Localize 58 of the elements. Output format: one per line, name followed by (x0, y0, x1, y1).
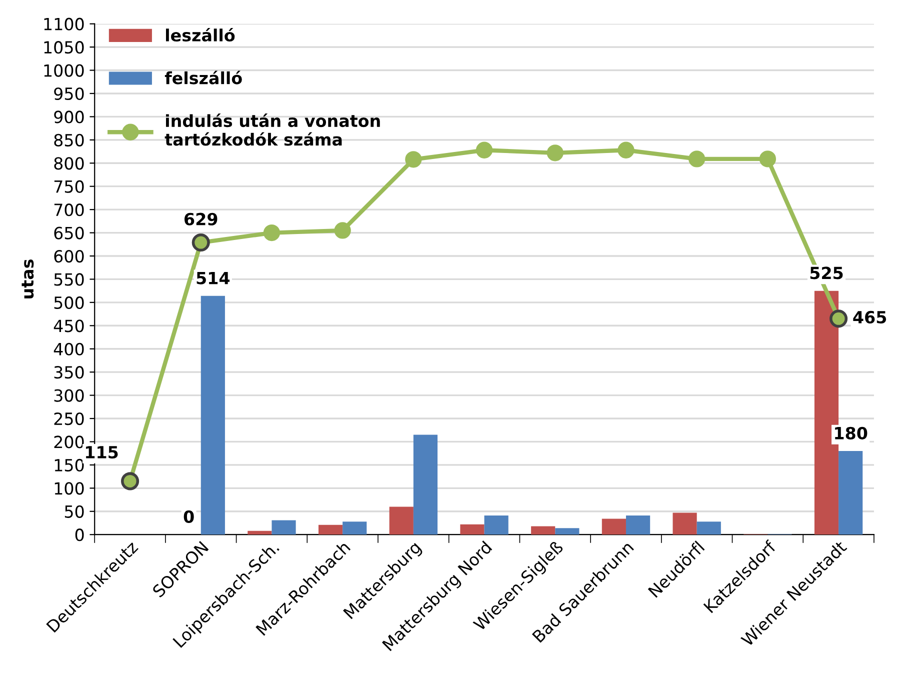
bar (413, 434, 438, 535)
bar (460, 524, 484, 535)
y-tick-label: 350 (54, 366, 84, 379)
legend-label: indulás után a vonaton tartózkodók száma (164, 114, 380, 146)
y-tick-label: 0 (75, 528, 84, 542)
point (618, 142, 634, 158)
legend-label: leszálló (166, 28, 235, 42)
point (405, 151, 422, 168)
y-tick-label: 550 (54, 273, 84, 286)
y-tick-label: 300 (54, 389, 84, 402)
y-tick-label: 1050 (44, 41, 84, 54)
bar (389, 506, 414, 535)
y-tick-label: 900 (54, 110, 84, 124)
y-tick-label: 150 (54, 458, 84, 472)
bar (272, 520, 296, 535)
bar (531, 526, 556, 535)
data-label: 514 (196, 272, 230, 284)
y-axis-title: utas (22, 260, 34, 298)
y-tick-label: 50 (64, 505, 84, 518)
point (759, 150, 776, 168)
y-tick-label: 250 (54, 412, 84, 426)
data-label: 115 (86, 446, 118, 459)
bar (484, 516, 508, 535)
data-label: 629 (184, 212, 218, 226)
bar (838, 451, 863, 535)
y-tick-label: 700 (54, 204, 84, 216)
data-label: 465 (853, 310, 886, 324)
data-label: 180 (835, 426, 868, 440)
data-label: 0 (184, 510, 194, 524)
point (546, 144, 564, 162)
y-tick-label: 950 (54, 87, 84, 100)
y-tick-label: 500 (54, 296, 84, 309)
bar (555, 528, 580, 535)
y-tick-label: 450 (54, 320, 84, 332)
y-tick-label: 800 (54, 157, 84, 170)
bar (626, 516, 650, 535)
y-tick-label: 1100 (44, 18, 84, 30)
bar (342, 522, 367, 535)
bar (602, 518, 626, 535)
legend-label: felszálló (164, 70, 242, 84)
point (476, 142, 493, 158)
data-label: 525 (810, 266, 843, 280)
bar (696, 522, 721, 535)
y-tick-label: 850 (54, 134, 84, 146)
y-tick-label: 100 (54, 482, 84, 495)
y-tick-label: 400 (54, 342, 84, 356)
bar (672, 512, 697, 535)
y-tick-label: 750 (54, 180, 84, 193)
bar (318, 524, 343, 535)
bar (248, 530, 272, 535)
y-tick-label: 650 (54, 226, 84, 240)
point (263, 224, 280, 242)
y-tick-label: 200 (54, 436, 84, 448)
point (688, 150, 706, 168)
y-tick-label: 1000 (44, 64, 84, 77)
point (334, 222, 351, 239)
y-tick-label: 600 (54, 250, 84, 263)
bar (200, 296, 225, 535)
